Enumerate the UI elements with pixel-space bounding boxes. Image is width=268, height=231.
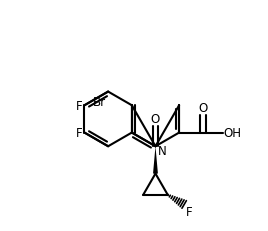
Text: F: F	[186, 206, 193, 219]
Text: O: O	[198, 101, 207, 114]
Text: Br: Br	[93, 95, 106, 108]
Text: N: N	[157, 145, 166, 158]
Text: O: O	[151, 112, 160, 125]
Text: F: F	[76, 127, 83, 140]
Text: OH: OH	[224, 127, 241, 140]
Polygon shape	[153, 147, 158, 174]
Text: F: F	[76, 99, 83, 112]
